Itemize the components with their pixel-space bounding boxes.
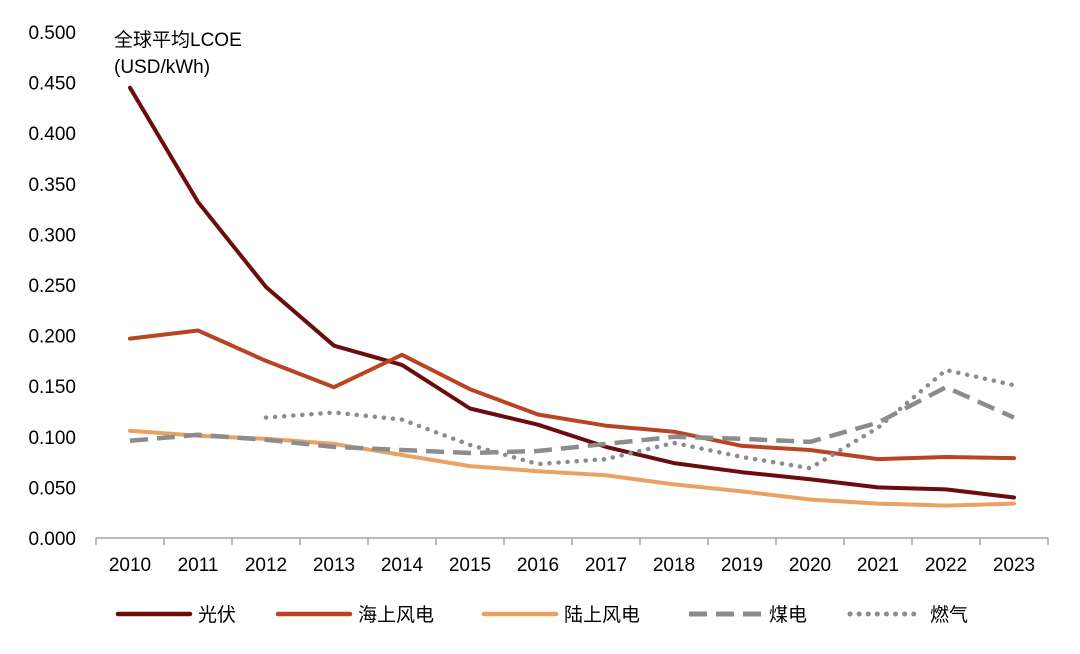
y-axis-ticks: 0.000 0.050 0.100 0.150 0.200 0.250 0.300 0.350… [28, 23, 76, 550]
y-axis-label: 全球平均LCOE [114, 29, 242, 51]
x-axis [95, 537, 1049, 545]
series-lines [128, 85, 1017, 508]
x-tick-label: 2020 [789, 555, 831, 576]
y-tick-label: 0.250 [28, 276, 76, 297]
x-tick-label: 2015 [449, 555, 491, 576]
x-tick-label: 2023 [993, 555, 1035, 576]
legend-label-2: 陆上风电 [564, 604, 640, 626]
x-tick-label: 2011 [178, 555, 219, 576]
y-tick-label: 0.100 [28, 428, 76, 449]
y-axis-unit: (USD/kWh) [114, 57, 210, 78]
series-line-1 [128, 328, 1016, 462]
y-tick-label: 0.300 [28, 225, 76, 246]
y-tick-label: 0.000 [28, 529, 76, 550]
series-line-4 [263, 367, 1017, 471]
series-line-3 [129, 384, 1015, 456]
x-tick-label: 2017 [585, 555, 627, 576]
y-tick-label: 0.150 [28, 377, 76, 398]
y-tick-label: 0.050 [28, 478, 76, 499]
series-line-0 [128, 85, 1016, 500]
legend-label-0: 光伏 [198, 604, 236, 626]
x-tick-label: 2021 [857, 555, 899, 576]
x-tick-label: 2022 [925, 555, 967, 576]
y-tick-label: 0.200 [28, 327, 76, 348]
series-line-2 [128, 428, 1016, 508]
legend-label-4: 燃气 [930, 604, 968, 626]
x-tick-label: 2010 [109, 555, 151, 576]
y-tick-label: 0.350 [28, 175, 76, 196]
legend: 光伏 海上风电 陆上风电 煤电 燃气 [115, 604, 968, 626]
legend-label-1: 海上风电 [358, 604, 434, 626]
y-tick-label: 0.400 [28, 124, 76, 145]
legend-label-3: 煤电 [769, 604, 807, 626]
y-tick-label: 0.450 [28, 74, 76, 95]
x-tick-label: 2016 [517, 555, 559, 576]
y-tick-label: 0.500 [28, 23, 76, 44]
x-tick-label: 2018 [653, 555, 695, 576]
x-tick-label: 2012 [245, 555, 287, 576]
x-axis-ticks: 2010 2011 2012 2013 2014 2015 2016 2017 2018 2019… [109, 555, 1035, 576]
x-tick-label: 2019 [721, 555, 763, 576]
x-tick-label: 2014 [381, 555, 424, 576]
x-tick-label: 2013 [313, 555, 355, 576]
